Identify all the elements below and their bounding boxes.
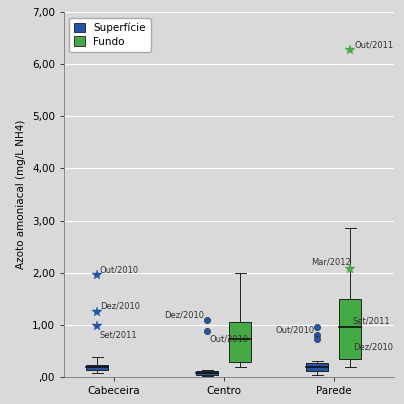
Text: Mar/2012: Mar/2012	[311, 258, 351, 267]
Text: Out/2011: Out/2011	[354, 40, 393, 49]
Text: Dez/2010: Dez/2010	[100, 302, 140, 311]
Text: Set/2011: Set/2011	[100, 330, 137, 339]
Legend: Superfície, Fundo: Superfície, Fundo	[69, 17, 151, 52]
Y-axis label: Azoto amoniacal (mg/L NH4): Azoto amoniacal (mg/L NH4)	[17, 120, 26, 269]
Text: Dez/2010: Dez/2010	[353, 343, 393, 352]
Bar	[86, 365, 108, 370]
Bar	[339, 299, 361, 360]
Bar	[306, 362, 328, 371]
Text: Out/2010: Out/2010	[100, 265, 139, 274]
Text: Set/2011: Set/2011	[353, 316, 391, 325]
Text: Out/2010: Out/2010	[210, 335, 249, 344]
Text: Out/2010: Out/2010	[275, 325, 314, 334]
Bar	[229, 322, 251, 362]
Bar	[196, 371, 218, 375]
Text: Dez/2010: Dez/2010	[164, 311, 204, 320]
